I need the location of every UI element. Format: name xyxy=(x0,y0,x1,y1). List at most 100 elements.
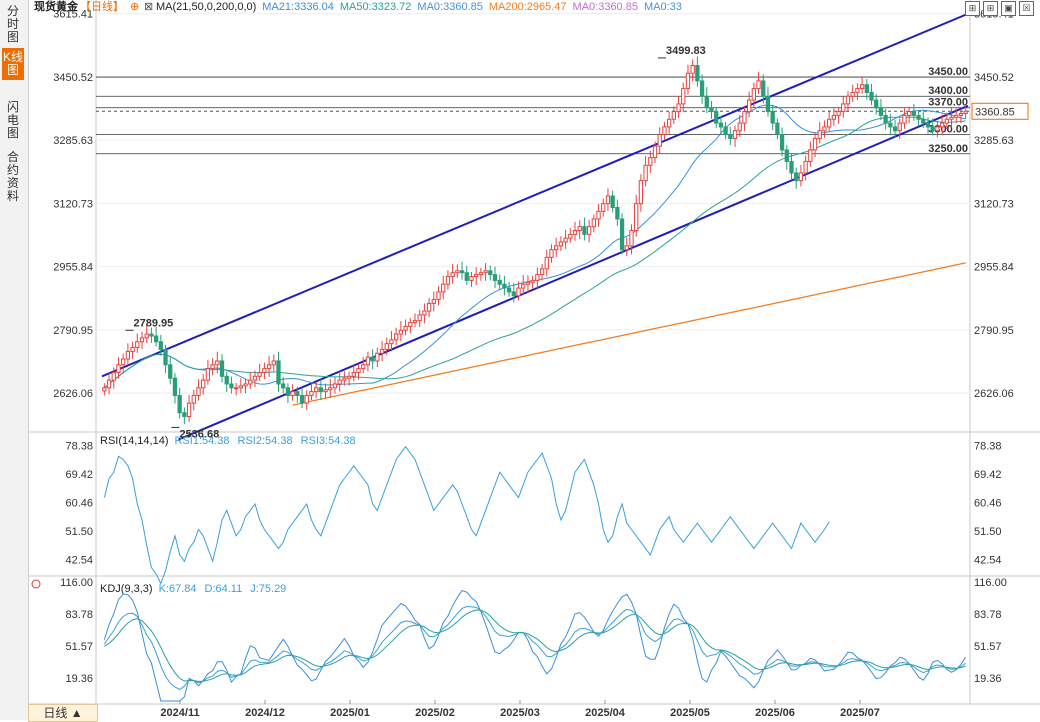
candle-body xyxy=(111,371,116,381)
candle-body xyxy=(803,160,808,174)
kdj-tick-label-right: 83.78 xyxy=(974,609,1002,621)
x-tick-label: 2025/01 xyxy=(330,707,370,719)
candle-body xyxy=(789,160,794,174)
kdj-d-line xyxy=(104,609,966,682)
candle-body xyxy=(441,283,446,293)
candle-body xyxy=(874,99,879,109)
candle-body xyxy=(398,329,404,335)
candle-body xyxy=(417,314,422,322)
candle-body xyxy=(568,233,573,239)
window-icon[interactable]: ▣ xyxy=(1001,1,1016,16)
candle-body xyxy=(210,364,215,370)
candle-body xyxy=(497,279,502,285)
candle-body xyxy=(704,95,709,109)
grid-icon[interactable]: ⊞ xyxy=(965,1,980,16)
candle-body xyxy=(662,126,667,136)
y-tick-label-right: 3285.63 xyxy=(974,135,1014,147)
candle-body xyxy=(549,249,554,258)
candle-body xyxy=(690,65,695,74)
candle-body xyxy=(586,226,592,235)
kdj-settings-icon xyxy=(31,579,41,589)
candle-body xyxy=(182,412,187,418)
candle-body xyxy=(530,279,535,283)
candle-body xyxy=(290,391,295,396)
kdj-legend: J:75.29 xyxy=(250,583,286,595)
candle-body xyxy=(445,276,451,285)
period-selector[interactable]: 日线 ▲ xyxy=(28,704,98,722)
candle-body xyxy=(869,91,874,101)
channel-lower-line xyxy=(178,104,969,441)
candle-body xyxy=(605,195,611,205)
candle-body xyxy=(827,118,832,128)
candle-body xyxy=(666,118,672,128)
y-tick-label-left: 2955.84 xyxy=(53,262,93,274)
grid-icon[interactable]: ⊞ xyxy=(983,1,998,16)
candle-body xyxy=(238,385,243,389)
candle-body xyxy=(379,348,385,354)
kdj-legend: K:67.84 xyxy=(159,583,197,595)
candle-body xyxy=(596,210,601,220)
candle-body xyxy=(149,333,154,337)
candle-body xyxy=(911,111,917,116)
ma50-line xyxy=(104,116,966,389)
candle-body xyxy=(619,218,625,251)
candle-body xyxy=(492,274,498,281)
candle-body xyxy=(506,287,512,293)
rsi-tick-label-left: 69.42 xyxy=(65,469,93,481)
x-tick-label: 2025/02 xyxy=(415,707,455,719)
candle-body xyxy=(699,80,705,97)
y-tick-label-right: 2626.06 xyxy=(974,388,1014,400)
candle-body xyxy=(657,134,662,147)
candle-body xyxy=(775,122,780,136)
candle-body xyxy=(257,371,262,377)
kdj-tick-label-left: 116.00 xyxy=(60,577,93,589)
ma-value-label: MA0:3360.85 xyxy=(417,1,482,13)
candle-body xyxy=(139,337,145,343)
ma200-line xyxy=(292,262,966,406)
x-tick-label: 2025/06 xyxy=(755,707,795,719)
rsi-tick-label-right: 78.38 xyxy=(974,441,1002,453)
level-label: 3250.00 xyxy=(928,143,968,155)
symbol-label: 现货黄金 xyxy=(34,0,79,13)
rsi-tick-label-right: 42.54 xyxy=(974,555,1002,567)
annotation-label: 3499.83 xyxy=(666,45,706,57)
ma-value-label: MA0:33 xyxy=(644,1,682,13)
close-icon[interactable]: ☒ xyxy=(1019,1,1034,16)
tab-flash[interactable]: 闪电图 xyxy=(6,100,19,140)
tab-kline[interactable]: K线图 xyxy=(2,48,24,80)
candle-body xyxy=(153,335,159,343)
candle-body xyxy=(610,195,615,208)
candle-body xyxy=(125,350,131,360)
candle-body xyxy=(902,114,907,124)
tab-contract-info[interactable]: 合约资料 xyxy=(6,150,19,203)
candle-body xyxy=(450,272,455,278)
annotation-label: 2789.95 xyxy=(134,317,174,329)
candle-body xyxy=(436,291,441,301)
rsi-title: RSI(14,14,14) xyxy=(100,435,168,447)
candle-body xyxy=(525,281,531,285)
candle-body xyxy=(756,80,761,90)
kdj-tick-label-left: 83.78 xyxy=(65,609,93,621)
candle-body xyxy=(709,107,714,113)
candle-body xyxy=(389,339,394,345)
candle-body xyxy=(944,118,949,124)
candle-body xyxy=(262,368,267,373)
candle-body xyxy=(295,391,300,396)
rsi-tick-label-left: 60.46 xyxy=(65,498,93,510)
ma-parameters: MA(21,50,0,200,0,0) xyxy=(156,1,256,13)
x-tick-label: 2025/04 xyxy=(585,707,626,719)
candle-body xyxy=(850,91,855,97)
y-tick-label-left: 3120.73 xyxy=(53,198,93,210)
tab-timeshare[interactable]: 分时图 xyxy=(6,4,19,44)
rsi-legend: RSI2:54.38 xyxy=(238,435,293,447)
rsi-legend: RSI3:54.38 xyxy=(301,435,356,447)
candle-body xyxy=(671,111,676,120)
candle-body xyxy=(742,111,747,124)
candle-body xyxy=(281,383,286,389)
channel-upper-line xyxy=(101,12,969,378)
y-tick-label-left: 2626.06 xyxy=(53,388,93,400)
candle-body xyxy=(723,126,728,136)
y-tick-label-left: 3615.41 xyxy=(53,9,93,21)
candle-body xyxy=(106,379,112,389)
